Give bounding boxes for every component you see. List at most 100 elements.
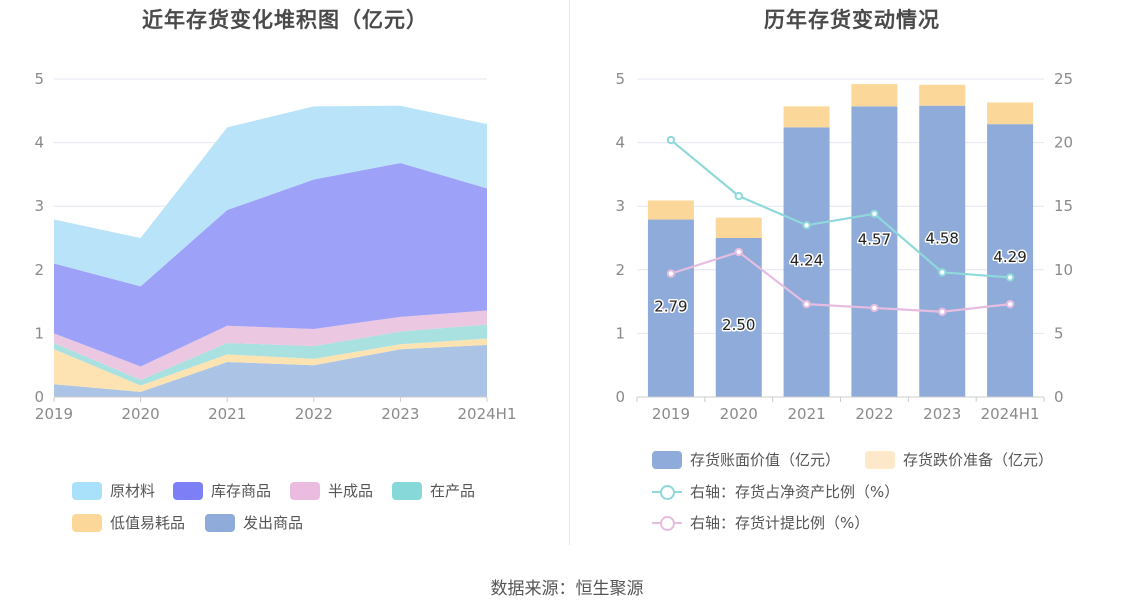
x-tick-label: 2020 <box>122 405 160 423</box>
x-tick-label: 2019 <box>652 405 690 423</box>
y-tick-label: 4 <box>615 134 625 152</box>
line-右轴：存货占净资产比例（%） <box>670 139 1011 279</box>
x-tick-label: 2024H1 <box>981 405 1040 423</box>
legend-label: 右轴：存货计提比例（%） <box>690 514 870 532</box>
line-右轴：存货计提比例（%） <box>670 250 1011 313</box>
inventory-bar-chart-panel: 历年存货变动情况 0 1 2 3 4 5 0 5 10 15 20 25 2019 2020 2021 202… <box>570 0 1134 560</box>
legend-swatch <box>392 481 422 500</box>
line-point <box>938 307 947 316</box>
area-库存商品 <box>54 162 487 367</box>
x-tick-label: 2023 <box>923 405 961 423</box>
legend-swatch <box>290 481 320 500</box>
legend-item[interactable]: 存货账面价值（亿元） <box>652 449 840 470</box>
line-point <box>1005 299 1015 309</box>
legend-swatch <box>173 481 203 500</box>
legend-item[interactable]: 在产品 <box>392 480 475 501</box>
x-tick-label: 2019 <box>35 405 73 423</box>
y2-tick-label: 10 <box>1054 261 1073 279</box>
y2-tick-label: 5 <box>1054 324 1064 342</box>
inventory-bar-line-chart: 0 1 2 3 4 5 0 5 10 15 20 25 2019 2020 2021 2022 2023 2024… <box>615 70 1073 423</box>
x-tick-label: 2023 <box>381 405 419 423</box>
bar-data-label: 4.58 <box>926 230 959 248</box>
legend-item[interactable]: 存货跌价准备（亿元） <box>865 449 1053 470</box>
area-原材料 <box>54 105 487 287</box>
y2-tick-label: 0 <box>1054 388 1064 406</box>
line-point <box>870 209 879 219</box>
bar-data-label: 4.57 <box>858 230 891 248</box>
stacked-area-chart: 0 1 2 3 4 5 2019 2020 2021 2022 2023 2024H1 <box>34 70 517 423</box>
line-point <box>734 191 743 201</box>
x-tick-label: 2024H1 <box>458 405 517 423</box>
line-point <box>802 299 811 309</box>
y-tick-label: 0 <box>34 388 44 406</box>
legend-swatch <box>652 514 682 532</box>
legend-item[interactable]: 原材料 <box>72 480 155 501</box>
line-point <box>666 135 676 145</box>
legend-swatch <box>865 450 895 469</box>
line-point <box>734 247 743 257</box>
legend-swatch <box>72 481 102 500</box>
y-tick-label: 5 <box>34 70 44 88</box>
legend-label: 存货跌价准备（亿元） <box>903 451 1054 469</box>
bar-data-label: 2.79 <box>654 298 687 316</box>
x-tick-label: 2022 <box>855 405 893 423</box>
bar-impairment <box>851 84 898 107</box>
legend-label: 库存商品 <box>211 482 272 500</box>
legend-item[interactable]: 发出商品 <box>205 512 303 533</box>
legend-label: 在产品 <box>430 482 476 500</box>
legend-swatch <box>205 513 235 532</box>
legend-item[interactable]: 低值易耗品 <box>72 512 185 533</box>
y-tick-label: 0 <box>615 388 625 406</box>
legend-swatch <box>72 513 102 532</box>
x-tick-label: 2021 <box>787 405 825 423</box>
bar-book-value <box>851 106 898 398</box>
bar-book-value <box>647 219 694 397</box>
legend-label: 存货账面价值（亿元） <box>690 451 841 469</box>
legend-swatch <box>652 483 682 501</box>
bar-data-label: 4.29 <box>993 248 1026 266</box>
data-source-note: 数据来源：恒生聚源 <box>490 579 644 599</box>
y-tick-label: 3 <box>615 197 625 215</box>
bar-book-value <box>919 105 966 397</box>
y-tick-label: 1 <box>34 324 44 342</box>
right-chart-title: 历年存货变动情况 <box>764 8 940 32</box>
bar-data-label: 2.50 <box>722 316 755 334</box>
x-tick-label: 2020 <box>720 405 758 423</box>
bar-book-value <box>987 124 1034 397</box>
area-发出商品 <box>54 344 487 397</box>
y2-tick-label: 20 <box>1054 134 1073 152</box>
bar-impairment <box>783 106 830 128</box>
x-tick-label: 2021 <box>208 405 246 423</box>
bar-data-label: 4.24 <box>790 251 823 269</box>
legend-item[interactable]: 右轴：存货计提比例（%） <box>652 512 869 533</box>
legend-label: 发出商品 <box>243 514 304 532</box>
x-tick-label: 2022 <box>295 405 333 423</box>
left-chart-title: 近年存货变化堆积图（亿元） <box>142 8 428 32</box>
line-point <box>938 268 947 277</box>
panel-divider <box>569 0 570 545</box>
bar-impairment <box>987 102 1034 125</box>
line-point <box>1005 273 1015 282</box>
area-低值易耗品 <box>54 338 487 392</box>
y-tick-label: 4 <box>34 134 44 152</box>
legend-label: 右轴：存货占净资产比例（%） <box>690 483 900 501</box>
bar-impairment <box>647 200 694 220</box>
bar-impairment <box>715 217 762 238</box>
bar-impairment <box>919 84 966 106</box>
legend-item[interactable]: 库存商品 <box>173 480 271 501</box>
y-tick-label: 3 <box>34 197 44 215</box>
legend-item[interactable]: 半成品 <box>290 480 373 501</box>
y-tick-label: 1 <box>615 324 625 342</box>
stacked-area-chart-panel: 近年存货变化堆积图（亿元） 0 1 2 3 4 5 2019 2020 2021 2022 2023… <box>0 0 570 560</box>
legend-item[interactable]: 右轴：存货占净资产比例（%） <box>652 481 899 502</box>
legend-label: 低值易耗品 <box>110 514 186 532</box>
line-point <box>870 303 879 313</box>
legend-label: 半成品 <box>328 482 374 500</box>
line-point <box>666 269 676 278</box>
area-半成品 <box>54 310 487 380</box>
y2-tick-label: 25 <box>1054 70 1073 88</box>
y-tick-label: 2 <box>615 261 625 279</box>
y-tick-label: 5 <box>615 70 625 88</box>
line-point <box>802 221 811 230</box>
y2-tick-label: 15 <box>1054 197 1073 215</box>
